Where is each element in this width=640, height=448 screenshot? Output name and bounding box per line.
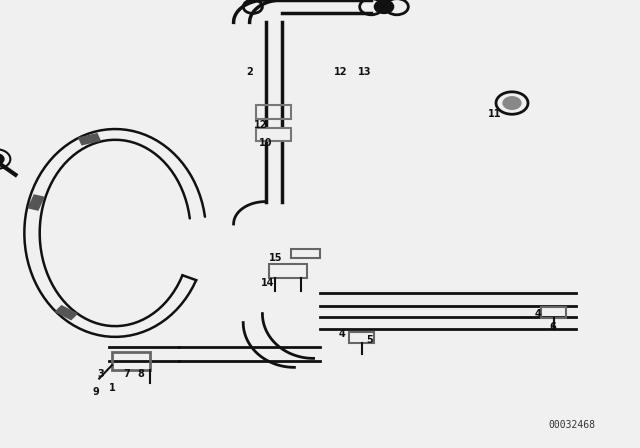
Text: 13: 13 xyxy=(358,67,372,77)
Bar xyxy=(256,128,291,141)
Text: 1: 1 xyxy=(109,383,115,392)
Text: 12: 12 xyxy=(334,67,348,77)
Bar xyxy=(28,195,44,210)
Circle shape xyxy=(0,154,4,164)
Text: 00032468: 00032468 xyxy=(548,420,595,430)
Circle shape xyxy=(503,97,521,109)
Text: 5: 5 xyxy=(367,336,373,345)
Bar xyxy=(256,105,291,119)
Text: 4: 4 xyxy=(534,309,541,319)
Bar xyxy=(349,332,374,343)
Text: 10: 10 xyxy=(259,138,273,148)
Text: 8: 8 xyxy=(138,369,144,379)
Circle shape xyxy=(374,0,394,13)
Text: 4: 4 xyxy=(339,329,346,339)
Bar xyxy=(79,134,100,145)
Text: 3: 3 xyxy=(98,369,104,379)
Text: 2: 2 xyxy=(246,67,253,77)
Bar xyxy=(291,249,320,258)
Text: 9: 9 xyxy=(93,387,99,397)
Bar xyxy=(56,306,77,319)
Bar xyxy=(112,352,150,370)
Text: 11: 11 xyxy=(488,109,502,119)
Text: 15: 15 xyxy=(268,253,282,263)
Bar xyxy=(541,307,566,318)
Text: 6: 6 xyxy=(549,322,556,332)
Bar xyxy=(269,264,307,278)
Text: 14: 14 xyxy=(260,278,275,288)
Text: 12: 12 xyxy=(254,121,268,130)
Text: 7: 7 xyxy=(124,369,130,379)
